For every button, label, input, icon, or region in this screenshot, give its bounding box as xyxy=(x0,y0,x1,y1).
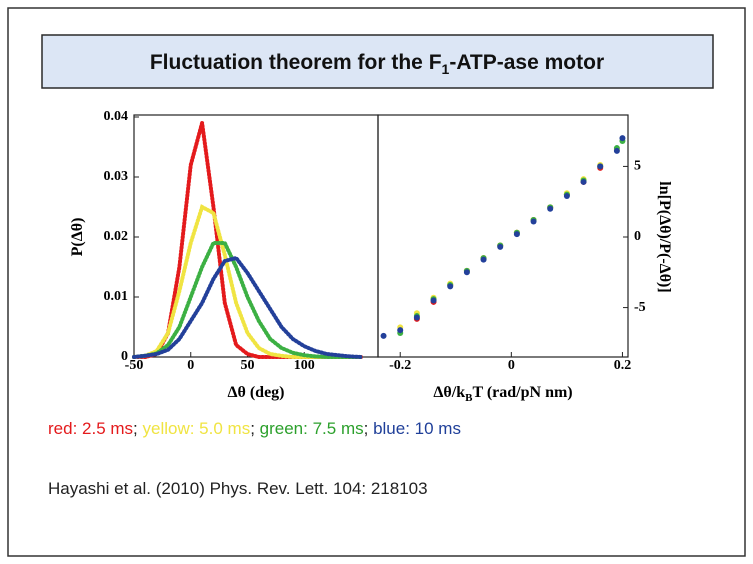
scatter-point xyxy=(480,256,487,263)
scatter-point xyxy=(513,231,520,238)
plot-frame xyxy=(377,114,629,358)
scatter-point xyxy=(613,147,620,154)
x-tick-label: 0 xyxy=(508,358,515,373)
x-tick-label: 0 xyxy=(187,358,194,373)
citation: Hayashi et al. (2010) Phys. Rev. Lett. 1… xyxy=(48,479,428,498)
x-axis-label-part: B xyxy=(465,392,473,404)
series-line xyxy=(132,241,363,359)
x-axis-label-part: Δθ/k xyxy=(433,384,465,401)
scatter-point xyxy=(563,193,570,200)
scatter-point xyxy=(413,314,420,321)
x-tick-label: -0.2 xyxy=(389,358,411,373)
scatter-point xyxy=(619,135,626,142)
slide-title: Fluctuation theorem for the F1-ATP-ase m… xyxy=(150,51,604,77)
x-axis-label: Δθ (deg) xyxy=(227,384,284,401)
y-axis-label: ln[P(Δθ)/P(-Δθ)] xyxy=(656,181,673,292)
scatter-point xyxy=(380,332,387,339)
series-line xyxy=(132,255,363,359)
y-axis-label: P(Δθ) xyxy=(69,218,86,257)
caption-part: green: 7.5 ms xyxy=(260,419,364,438)
y-tick-label: 0.03 xyxy=(104,169,129,184)
title-subscript: 1 xyxy=(442,61,450,77)
caption-part: ; xyxy=(133,419,142,438)
title-box xyxy=(41,34,714,89)
legend-caption: red: 2.5 ms; yellow: 5.0 ms; green: 7.5 … xyxy=(48,419,461,438)
scatter-point xyxy=(547,205,554,212)
caption-part: ; xyxy=(250,419,259,438)
scatter-point xyxy=(463,269,470,276)
scatter-point xyxy=(580,178,587,185)
scatter-point xyxy=(597,163,604,170)
title-part: Fluctuation theorem for the F xyxy=(150,51,442,74)
scatter-point xyxy=(497,243,504,250)
y-tick-label: -5 xyxy=(634,300,646,315)
x-axis-label: Δθ/kBT (rad/pN nm) xyxy=(433,384,572,404)
x-tick-label: 100 xyxy=(294,358,315,373)
scatter-point xyxy=(430,297,437,304)
scatter-point xyxy=(447,283,454,290)
y-tick-label: 5 xyxy=(634,159,641,174)
title-part: -ATP-ase motor xyxy=(449,51,604,74)
x-axis-label-part: T (rad/pN nm) xyxy=(472,384,572,401)
caption-part: red: 2.5 ms xyxy=(48,419,133,438)
y-tick-label: 0.01 xyxy=(104,289,129,304)
y-tick-label: 0 xyxy=(121,349,128,364)
x-tick-label: 50 xyxy=(240,358,254,373)
slide-border xyxy=(7,7,746,557)
caption-part: ; xyxy=(364,419,373,438)
y-tick-label: 0.04 xyxy=(104,109,129,124)
x-tick-label: -50 xyxy=(125,358,144,373)
y-tick-label: 0 xyxy=(634,229,641,244)
y-tick-label: 0.02 xyxy=(104,229,129,244)
scatter-point xyxy=(530,218,537,225)
x-axis-label-part: Δθ (deg) xyxy=(227,384,284,401)
x-tick-label: 0.2 xyxy=(614,358,632,373)
scatter-point xyxy=(397,327,404,334)
caption-part: yellow: 5.0 ms xyxy=(143,419,251,438)
caption-part: blue: 10 ms xyxy=(373,419,461,438)
